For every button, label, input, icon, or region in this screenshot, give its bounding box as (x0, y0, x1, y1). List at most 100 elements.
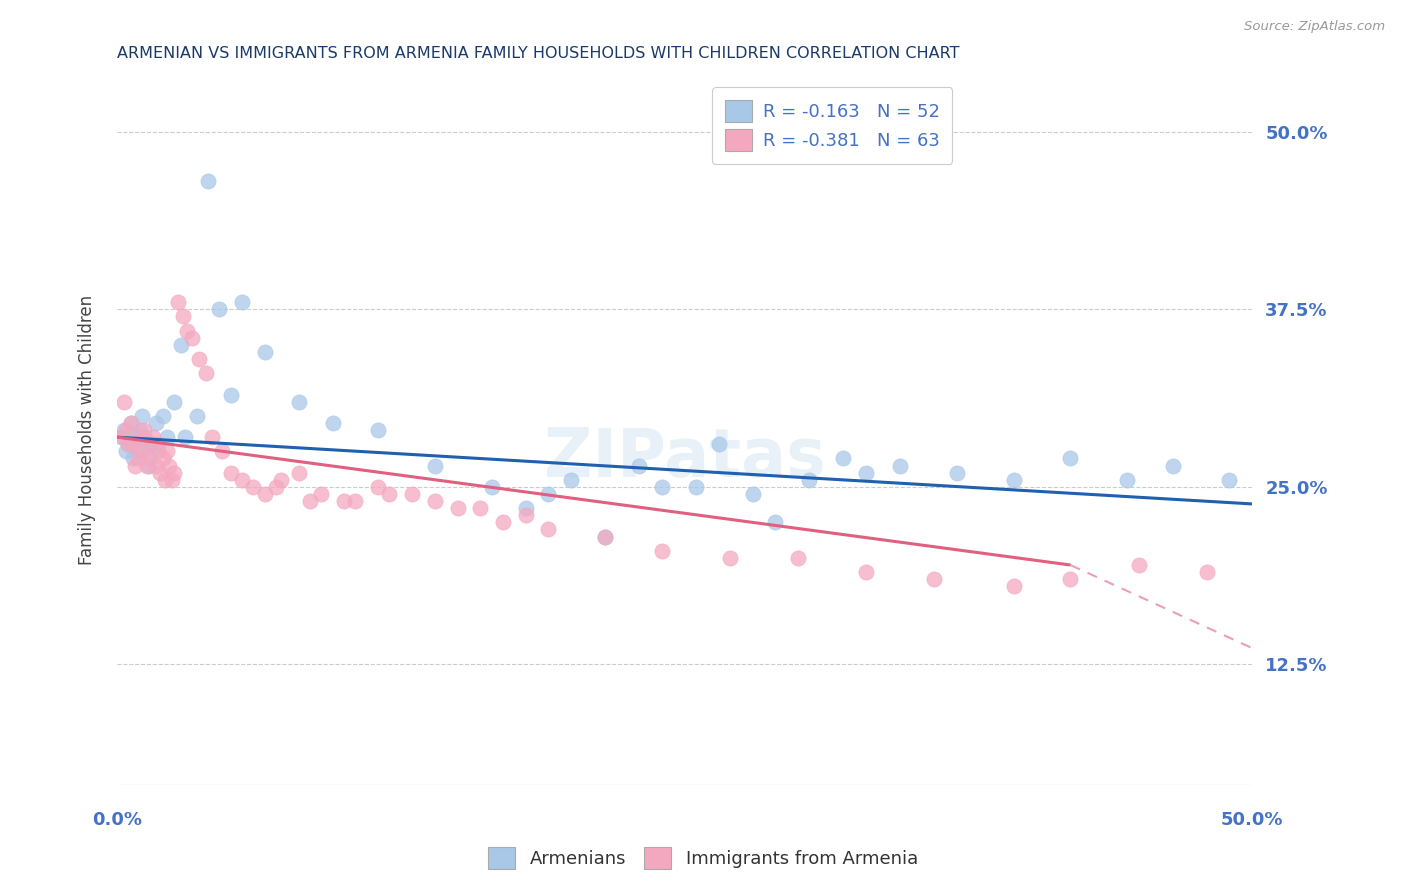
Point (287, 466, 309, 480)
Text: Source: ZipAtlas.com: Source: ZipAtlas.com (1244, 20, 1385, 33)
Point (855, 466, 877, 480)
Point (311, 487, 333, 501)
Point (593, 530, 616, 544)
Point (181, 331, 204, 345)
Point (115, 444, 138, 458)
Point (127, 444, 149, 458)
Point (160, 473, 183, 487)
Point (124, 458, 146, 473)
Point (194, 366, 217, 380)
Point (832, 451, 855, 466)
Point (855, 565, 877, 579)
Point (333, 494, 356, 508)
Point (157, 458, 180, 473)
Point (628, 458, 651, 473)
Point (167, 295, 190, 310)
Point (152, 409, 174, 423)
Point (131, 444, 153, 458)
Point (153, 473, 176, 487)
Point (120, 416, 142, 430)
Legend: Armenians, Immigrants from Armenia: Armenians, Immigrants from Armenia (481, 839, 925, 876)
Point (149, 466, 172, 480)
Point (138, 458, 160, 473)
Point (145, 458, 167, 473)
Point (1059, 572, 1081, 586)
Point (134, 423, 156, 437)
Point (211, 444, 233, 458)
Point (231, 473, 253, 487)
Point (1128, 558, 1150, 572)
Point (470, 501, 492, 516)
Point (685, 480, 707, 494)
Point (299, 494, 322, 508)
Point (264, 480, 287, 494)
Point (142, 430, 165, 444)
Point (593, 530, 616, 544)
Point (146, 437, 169, 451)
Point (145, 416, 167, 430)
Point (560, 473, 582, 487)
Point (127, 451, 149, 466)
Text: 50.0%: 50.0% (1220, 811, 1284, 829)
Point (787, 550, 810, 565)
Point (117, 437, 139, 451)
Point (219, 387, 242, 401)
Point (201, 430, 224, 444)
Point (253, 345, 276, 359)
Point (367, 480, 389, 494)
Y-axis label: Family Households with Children: Family Households with Children (79, 295, 96, 566)
Point (344, 494, 367, 508)
Point (112, 423, 135, 437)
Point (741, 487, 763, 501)
Point (219, 466, 242, 480)
Point (172, 310, 194, 324)
Point (128, 430, 150, 444)
Point (922, 572, 945, 586)
Point (163, 466, 186, 480)
Point (367, 423, 389, 437)
Point (1002, 473, 1025, 487)
Point (287, 394, 309, 409)
Point (481, 480, 503, 494)
Point (707, 437, 730, 451)
Point (135, 458, 157, 473)
Point (146, 444, 169, 458)
Point (537, 487, 560, 501)
Point (122, 437, 145, 451)
Point (231, 295, 253, 310)
Point (186, 409, 208, 423)
Point (378, 487, 401, 501)
Point (120, 416, 142, 430)
Point (111, 430, 134, 444)
Point (242, 480, 264, 494)
Point (152, 451, 174, 466)
Point (401, 487, 423, 501)
Point (492, 516, 515, 530)
Point (138, 451, 160, 466)
Point (1218, 473, 1240, 487)
Point (131, 409, 153, 423)
Point (1161, 458, 1184, 473)
Point (322, 416, 344, 430)
Point (112, 394, 135, 409)
Point (1002, 579, 1025, 593)
Point (124, 430, 146, 444)
Point (515, 508, 537, 523)
Point (115, 423, 138, 437)
Point (135, 437, 157, 451)
Point (446, 501, 468, 516)
Point (169, 338, 191, 352)
Point (253, 487, 276, 501)
Point (1195, 565, 1218, 579)
Point (163, 394, 186, 409)
Point (156, 430, 179, 444)
Point (176, 324, 198, 338)
Point (122, 451, 145, 466)
Point (799, 473, 821, 487)
Text: ARMENIAN VS IMMIGRANTS FROM ARMENIA FAMILY HOUSEHOLDS WITH CHILDREN CORRELATION : ARMENIAN VS IMMIGRANTS FROM ARMENIA FAMI… (117, 46, 960, 62)
Text: ZIPatas: ZIPatas (544, 425, 825, 491)
Point (515, 501, 537, 516)
Point (128, 423, 150, 437)
Point (763, 516, 786, 530)
Point (117, 437, 139, 451)
